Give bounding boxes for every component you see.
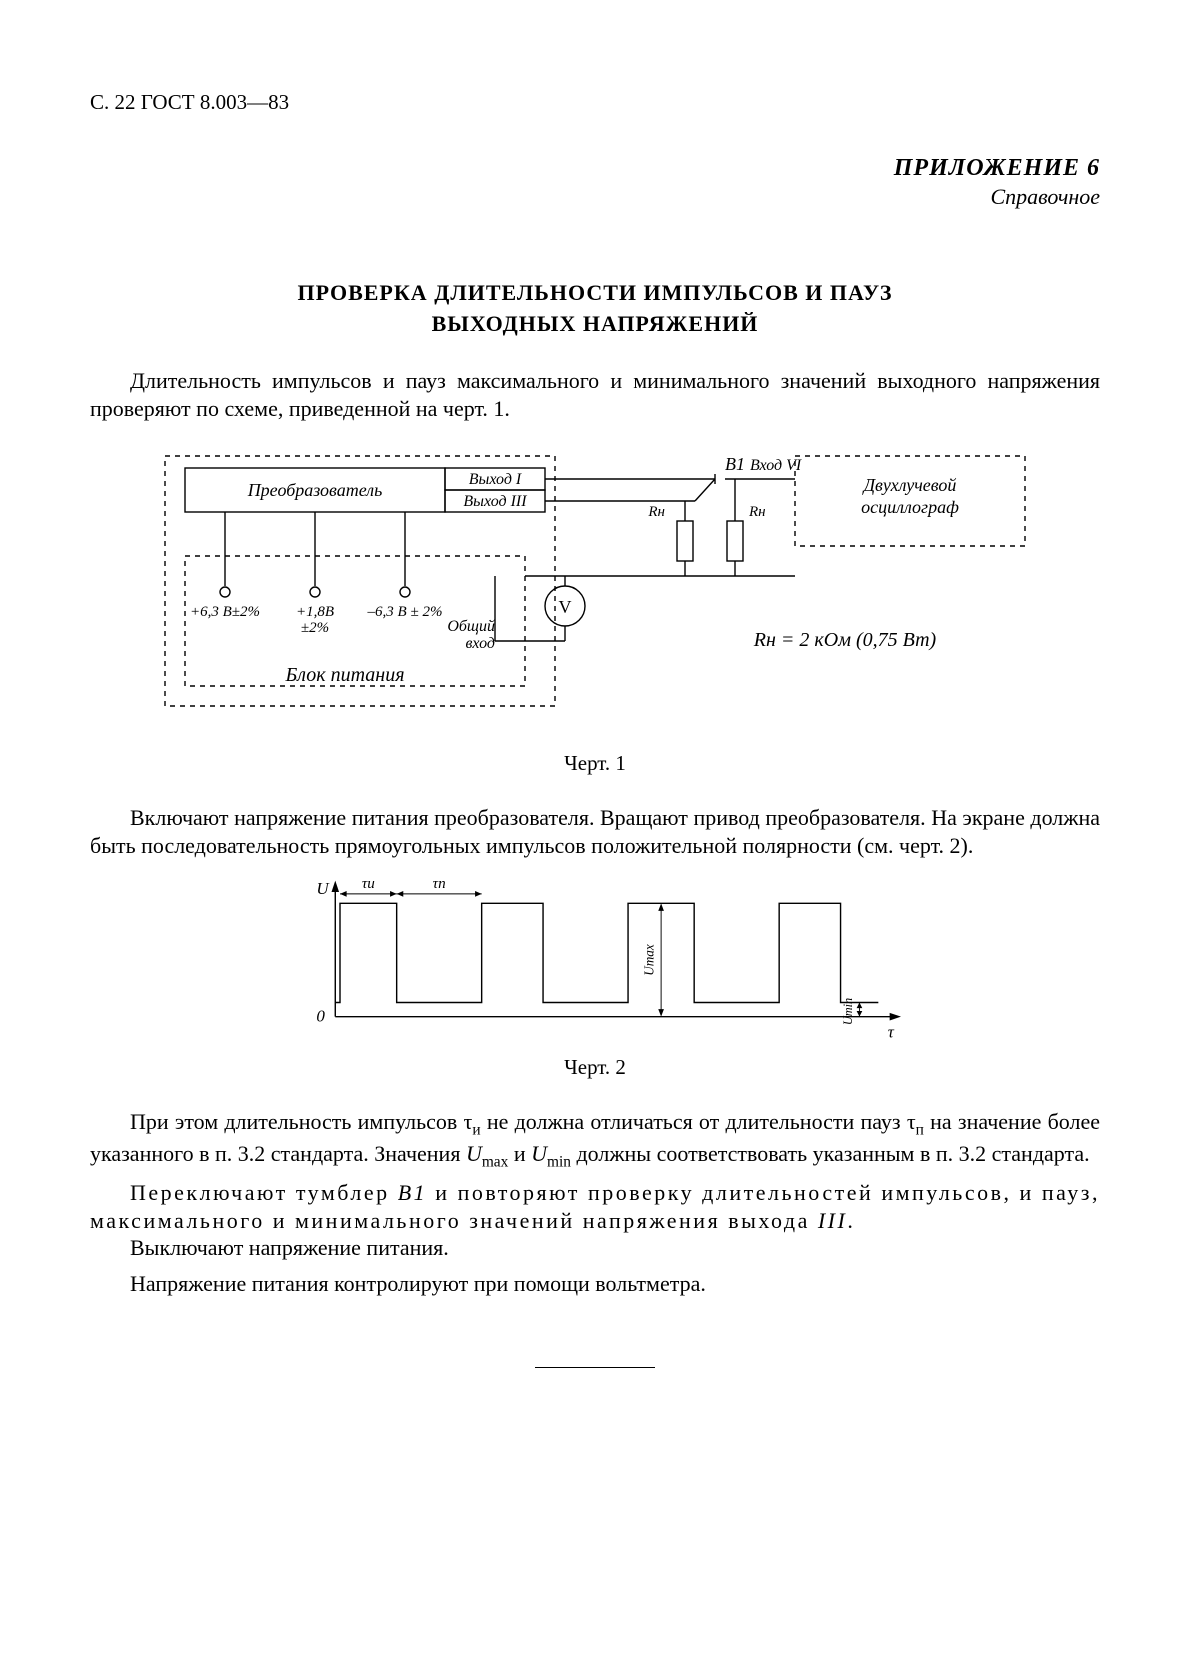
- svg-text:+1,8B: +1,8B: [296, 604, 334, 620]
- tail-paragraph-1: При этом длительность импульсов τи не до…: [90, 1108, 1100, 1171]
- svg-text:осциллограф: осциллограф: [861, 497, 959, 517]
- svg-text:Rн: Rн: [647, 504, 665, 520]
- figure-1-diagram: Преобразователь Выход I Выход III В1 Вход VI…: [90, 446, 1100, 726]
- mid-paragraph: Включают напряжение питания преобразоват…: [90, 804, 1100, 859]
- svg-text:Блок питания: Блок питания: [284, 664, 404, 686]
- svg-text:τ: τ: [888, 1022, 895, 1041]
- svg-text:Общий: Общий: [447, 618, 495, 635]
- svg-text:вход: вход: [465, 635, 495, 652]
- figure-2-diagram: U 0 τ τu τп Umax Umin: [90, 875, 1100, 1045]
- appendix-subtitle: Справочное: [90, 184, 1100, 210]
- svg-text:Rн = 2 кОм (0,75 Вт): Rн = 2 кОм (0,75 Вт): [753, 629, 937, 651]
- end-rule: [535, 1367, 655, 1368]
- figure-2-caption: Черт. 2: [90, 1055, 1100, 1080]
- svg-text:Rн: Rн: [748, 504, 766, 520]
- main-title-line1: ПРОВЕРКА ДЛИТЕЛЬНОСТИ ИМПУЛЬСОВ И ПАУЗ: [90, 280, 1100, 306]
- appendix-title: ПРИЛОЖЕНИЕ 6: [90, 155, 1100, 182]
- svg-text:В1: В1: [725, 454, 745, 474]
- svg-text:V: V: [559, 597, 572, 617]
- svg-text:Umin: Umin: [841, 998, 855, 1025]
- main-title-line2: ВЫХОДНЫХ НАПРЯЖЕНИЙ: [90, 311, 1100, 337]
- svg-text:0: 0: [316, 1006, 325, 1025]
- svg-text:U: U: [316, 879, 330, 898]
- svg-text:τп: τп: [433, 876, 446, 892]
- intro-paragraph: Длительность импульсов и пауз максимальн…: [90, 367, 1100, 422]
- page-header: С. 22 ГОСТ 8.003—83: [90, 90, 1100, 115]
- svg-text:τu: τu: [362, 876, 375, 892]
- svg-text:Выход I: Выход I: [469, 471, 522, 488]
- svg-text:Umax: Umax: [642, 944, 657, 976]
- svg-text:Выход III: Выход III: [463, 493, 527, 510]
- tail-paragraph-3: Выключают напряжение питания.: [90, 1234, 1100, 1262]
- svg-text:–6,3 В ± 2%: –6,3 В ± 2%: [367, 604, 443, 620]
- svg-text:+6,3 В±2%: +6,3 В±2%: [190, 604, 260, 620]
- svg-text:Двухлучевой: Двухлучевой: [862, 475, 957, 495]
- svg-text:Преобразователь: Преобразователь: [247, 480, 383, 500]
- svg-text:±2%: ±2%: [301, 620, 329, 636]
- svg-text:Вход VI: Вход VI: [750, 457, 802, 474]
- tail-paragraph-4: Напряжение питания контролируют при помо…: [90, 1270, 1100, 1298]
- tail-paragraph-2: Переключают тумблер В1 и повторяют прове…: [90, 1179, 1100, 1234]
- figure-1-caption: Черт. 1: [90, 751, 1100, 776]
